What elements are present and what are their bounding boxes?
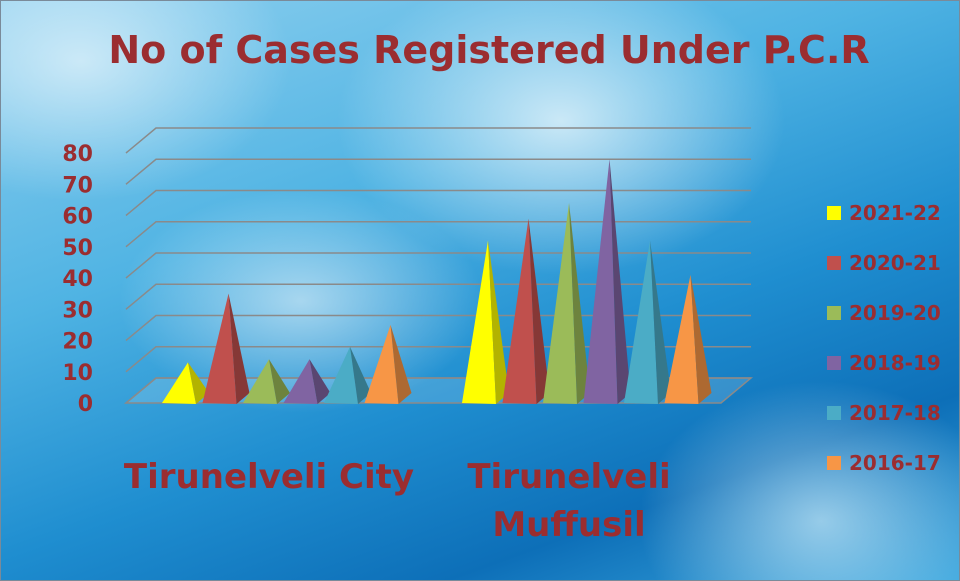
pyramid	[502, 218, 550, 404]
x-category-label: Tirunelveli Muffusil	[467, 457, 671, 545]
pyramid-side	[269, 359, 290, 404]
grid-line	[125, 189, 751, 217]
pyramid-front	[324, 346, 358, 404]
legend-swatch	[827, 306, 841, 320]
legend-swatch	[827, 206, 841, 220]
y-tick-label: 0	[78, 392, 93, 417]
pyramid-front	[462, 240, 496, 404]
pyramid-side	[569, 203, 590, 404]
chart-title: No of Cases Registered Under P.C.R	[108, 28, 869, 72]
pyramid	[283, 359, 331, 404]
pyramid-front	[624, 240, 658, 404]
legend-swatch	[827, 356, 841, 370]
pyramid-front	[162, 362, 196, 404]
y-tick-label: 70	[62, 173, 93, 198]
pyramid	[624, 240, 671, 404]
pyramid	[462, 240, 509, 404]
pyramid	[583, 159, 631, 404]
pyramid-side	[188, 362, 209, 404]
legend-swatch	[827, 256, 841, 270]
pyramid-side	[350, 346, 371, 404]
pyramid-side	[528, 218, 550, 404]
pyramid-side	[309, 359, 331, 404]
pyramid-side	[690, 274, 712, 404]
grid-line	[125, 127, 751, 154]
y-tick-label: 60	[62, 205, 93, 230]
y-tick-label: 50	[62, 236, 93, 261]
pyramid-front	[202, 293, 237, 404]
pyramid	[243, 359, 290, 404]
y-tick-label: 10	[62, 361, 93, 386]
legend-label: 2020-21	[849, 251, 941, 275]
grid-line	[125, 252, 751, 279]
y-tick-label: 30	[62, 298, 93, 323]
pyramid-front	[364, 324, 399, 404]
legend-label: 2016-17	[849, 451, 941, 475]
y-tick-label: 40	[62, 267, 93, 292]
y-tick-label: 20	[62, 330, 93, 355]
legend-label: 2018-19	[849, 351, 941, 375]
pyramid	[364, 324, 412, 404]
pyramid-side	[650, 240, 671, 404]
pyramid-side	[488, 240, 509, 404]
pyramid	[543, 203, 590, 404]
grid-line	[125, 221, 751, 248]
legend-label: 2019-20	[849, 301, 941, 325]
pyramid-side	[228, 293, 250, 404]
pyramid-side	[390, 324, 412, 404]
grid-line	[125, 158, 751, 185]
pyramid-front	[283, 359, 318, 404]
pyramid	[202, 293, 250, 404]
grid-line	[125, 314, 751, 342]
grid-line	[125, 283, 751, 310]
legend-swatch	[827, 406, 841, 420]
x-category-label: Tirunelveli City	[123, 457, 415, 497]
pyramid-side	[609, 159, 631, 404]
pyramid-front	[502, 218, 537, 404]
pyramid-front	[543, 203, 577, 404]
pyramid-front	[664, 274, 699, 404]
legend-label: 2017-18	[849, 401, 941, 425]
legend-swatch	[827, 456, 841, 470]
pyramid	[664, 274, 712, 404]
y-tick-label: 80	[62, 142, 93, 167]
legend-label: 2021-22	[849, 201, 941, 225]
pyramid-front	[583, 159, 618, 404]
pyramid	[162, 362, 209, 404]
pyramid	[324, 346, 371, 404]
pyramid-front	[243, 359, 277, 404]
